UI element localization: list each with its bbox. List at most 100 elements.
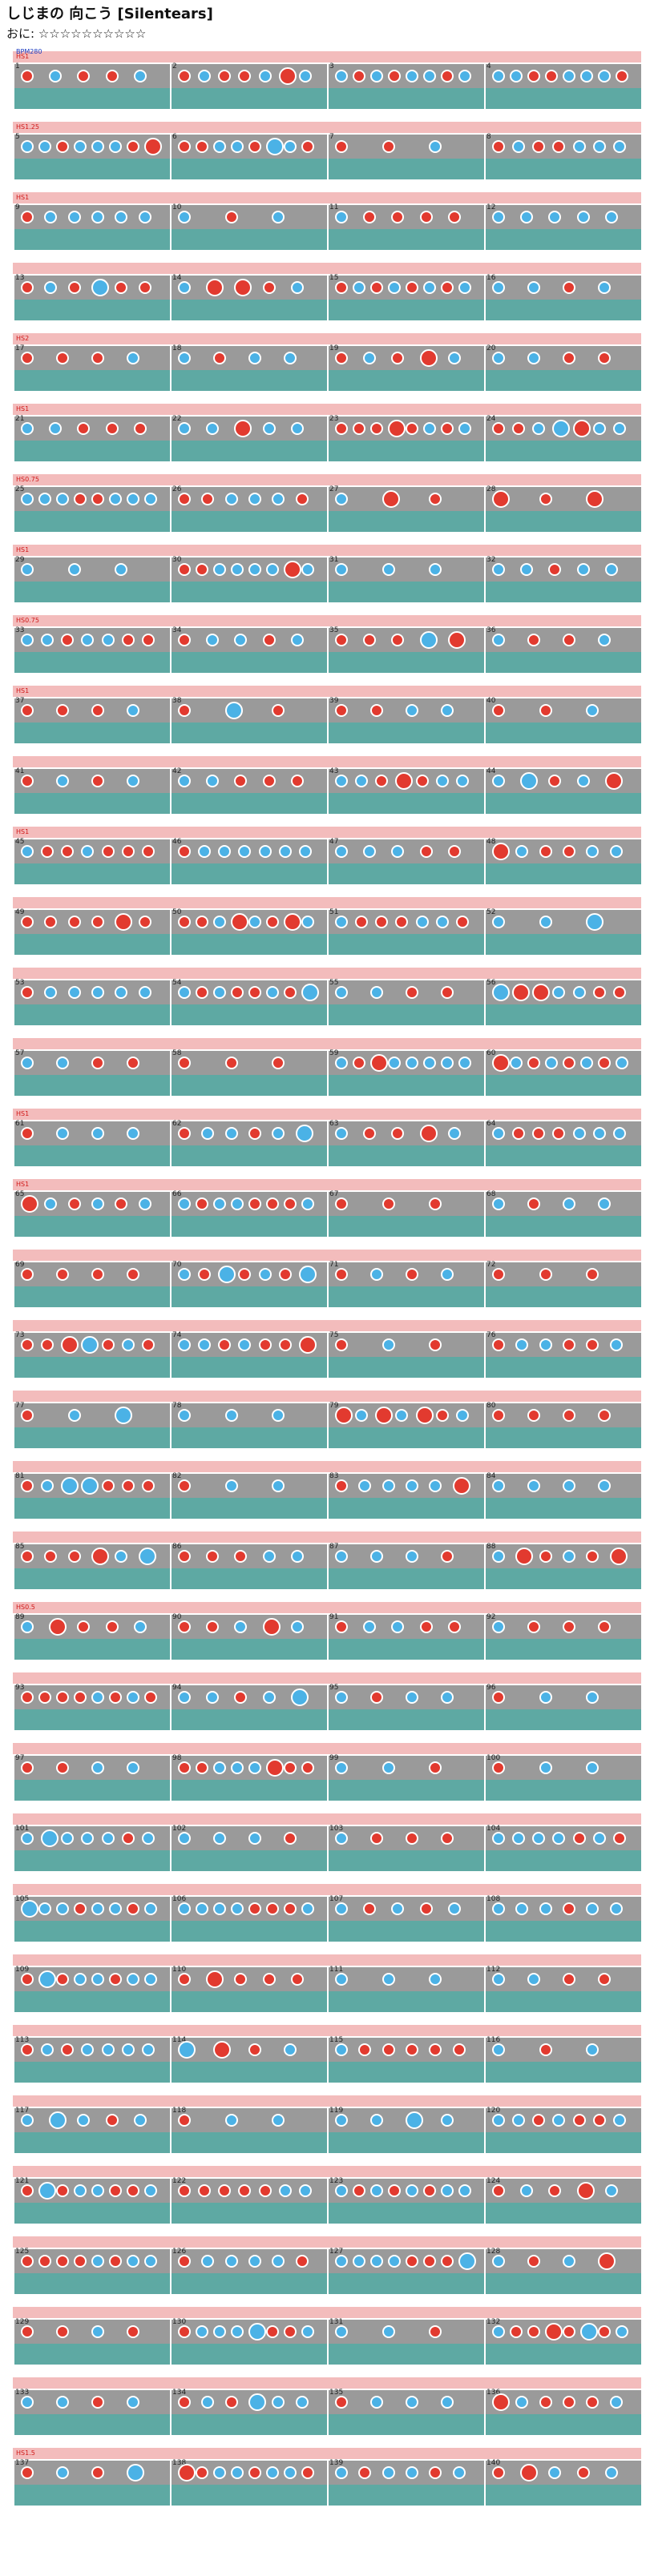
don-note [419, 845, 433, 858]
bar-number: 70 [172, 1261, 182, 1269]
bar-line [327, 485, 329, 532]
bar-number: 32 [486, 556, 496, 564]
ka-note [355, 1409, 369, 1422]
bar-line [170, 2107, 172, 2153]
ka-note [492, 1902, 505, 1915]
bar-line [327, 1472, 329, 1519]
ka-note [21, 140, 34, 153]
ka-note [248, 916, 261, 928]
ka-note [335, 2466, 348, 2479]
scroll-band [13, 263, 641, 274]
ka-note [295, 1125, 313, 1142]
ka-note [572, 140, 586, 153]
ka-note [335, 2325, 348, 2338]
bar-number: 116 [486, 2036, 501, 2044]
don-note [21, 70, 34, 83]
bar-line [327, 1754, 329, 1801]
don-note [515, 1548, 534, 1565]
ka-note [520, 772, 539, 790]
don-note [266, 916, 279, 928]
ka-note [370, 2114, 383, 2127]
chart-row: 9 10 11 12 HS1 [13, 192, 641, 250]
scroll-band [13, 1602, 641, 1613]
don-note [452, 2043, 466, 2056]
ka-note [234, 1620, 248, 1633]
ka-note [492, 281, 505, 294]
ka-note [335, 1832, 348, 1845]
don-note [552, 140, 566, 153]
bar-line [484, 1613, 486, 1660]
don-note [21, 1761, 34, 1774]
scroll-band [13, 1672, 641, 1684]
ka-note [196, 1902, 208, 1915]
don-note [262, 1973, 276, 1986]
don-note [335, 281, 348, 294]
ka-note [284, 140, 297, 153]
chart-row: 13 14 15 16 [13, 263, 641, 320]
bar-number: 41 [15, 767, 25, 775]
ka-note [127, 1973, 139, 1986]
don-note [527, 1057, 540, 1069]
don-note [21, 1550, 34, 1563]
ka-note [206, 422, 220, 435]
bar-line [13, 1049, 14, 1096]
bar-number: 133 [15, 2389, 30, 2397]
don-note [262, 634, 276, 646]
ka-note [355, 775, 369, 787]
bar-line [327, 838, 329, 884]
don-note [429, 1338, 442, 1351]
bar-line [170, 133, 172, 179]
ka-note [586, 1761, 600, 1774]
don-note [539, 493, 552, 505]
bar-line [327, 2177, 329, 2224]
ka-note [178, 2041, 196, 2059]
bar-number: 51 [329, 908, 339, 916]
bar-line [13, 979, 14, 1025]
ka-note [101, 1832, 115, 1845]
bar-number: 13 [15, 274, 25, 282]
bar-number: 114 [172, 2036, 187, 2044]
ka-note [21, 1900, 38, 1918]
don-note [563, 352, 575, 364]
don-note [234, 279, 252, 296]
ka-note [198, 845, 212, 858]
ka-note [290, 422, 304, 435]
bar-number: 86 [172, 1543, 182, 1551]
ka-note [435, 916, 449, 928]
ka-note [419, 631, 438, 649]
don-note [284, 2325, 297, 2338]
ka-note [563, 1479, 575, 1492]
ka-note [515, 1902, 529, 1915]
don-note [21, 281, 34, 294]
scroll-band [13, 2236, 641, 2248]
ka-note [109, 493, 122, 505]
don-note [563, 1620, 575, 1633]
don-note [266, 1759, 284, 1777]
bar-number: 125 [15, 2248, 30, 2256]
don-note [335, 634, 348, 646]
don-note [295, 2255, 309, 2268]
ka-note [234, 634, 248, 646]
ka-note [586, 1902, 600, 1915]
chart-row: 65 66 67 68 HS1 [13, 1179, 641, 1237]
bar-line [484, 556, 486, 602]
bar-number: 47 [329, 838, 339, 846]
bar-line [327, 62, 329, 109]
bar-line [327, 1895, 329, 1942]
don-note [441, 281, 454, 294]
ka-note [592, 1127, 606, 1140]
scroll-annotation: HS0.75 [16, 476, 39, 483]
bar-number: 130 [172, 2318, 187, 2326]
ka-note [266, 138, 284, 155]
don-note [539, 1268, 552, 1281]
don-note [586, 1550, 600, 1563]
scroll-annotation: HS1 [16, 1181, 30, 1188]
bar-line [484, 2459, 486, 2506]
bar-line [13, 133, 14, 179]
ka-note [388, 1057, 401, 1069]
scroll-annotation: HS1 [16, 405, 30, 413]
ka-note [272, 1479, 285, 1492]
don-note [563, 1057, 575, 1069]
difficulty-label: おに [6, 26, 31, 41]
ka-note [441, 1691, 454, 1704]
